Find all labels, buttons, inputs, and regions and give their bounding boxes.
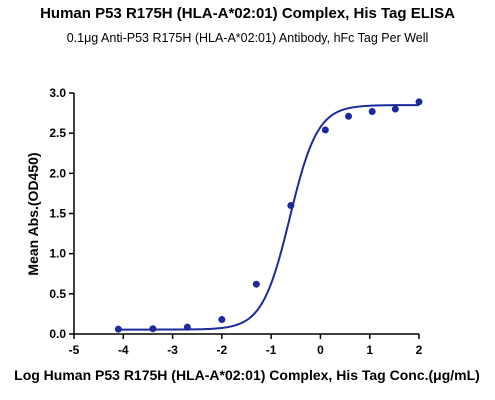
data-point (368, 107, 376, 115)
x-tick-label: -2 (217, 343, 228, 357)
y-tick-label: 3.0 (49, 86, 66, 100)
y-axis-title: Mean Abs.(OD450) (25, 152, 41, 275)
y-tick-label: 0.0 (49, 327, 66, 341)
data-point (345, 112, 353, 120)
data-point (149, 325, 157, 333)
data-points (114, 98, 423, 333)
x-tick-label: -4 (118, 343, 129, 357)
x-ticks: -5 -4 -3 -2 -1 0 1 2 (69, 334, 423, 357)
y-tick-label: 1.5 (49, 207, 66, 221)
data-point (183, 323, 191, 331)
y-tick-label: 0.5 (49, 287, 66, 301)
data-point (391, 105, 399, 113)
chart-title: Human P53 R175H (HLA-A*02:01) Complex, H… (40, 5, 455, 22)
data-point (252, 280, 260, 288)
x-tick-label: -1 (266, 343, 277, 357)
y-tick-label: 2.0 (49, 166, 66, 180)
data-point (415, 98, 423, 106)
chart-subtitle: 0.1μg Anti-P53 R175H (HLA-A*02:01) Antib… (66, 31, 429, 45)
x-tick-label: -5 (69, 343, 80, 357)
data-point (114, 325, 122, 333)
fit-curve (118, 104, 419, 331)
axes (73, 93, 419, 335)
x-tick-label: 0 (317, 343, 324, 357)
x-tick-label: 1 (366, 343, 373, 357)
data-point (321, 126, 329, 134)
x-tick-label: -3 (167, 343, 178, 357)
data-point (218, 316, 226, 324)
data-point (287, 201, 295, 209)
x-axis-title: Log Human P53 R175H (HLA-A*02:01) Comple… (14, 367, 480, 383)
y-ticks: 0.0 0.5 1.0 1.5 2.0 2.5 3.0 (49, 86, 74, 341)
x-tick-label: 2 (416, 343, 423, 357)
y-tick-label: 2.5 (49, 126, 66, 140)
y-tick-label: 1.0 (49, 247, 66, 261)
